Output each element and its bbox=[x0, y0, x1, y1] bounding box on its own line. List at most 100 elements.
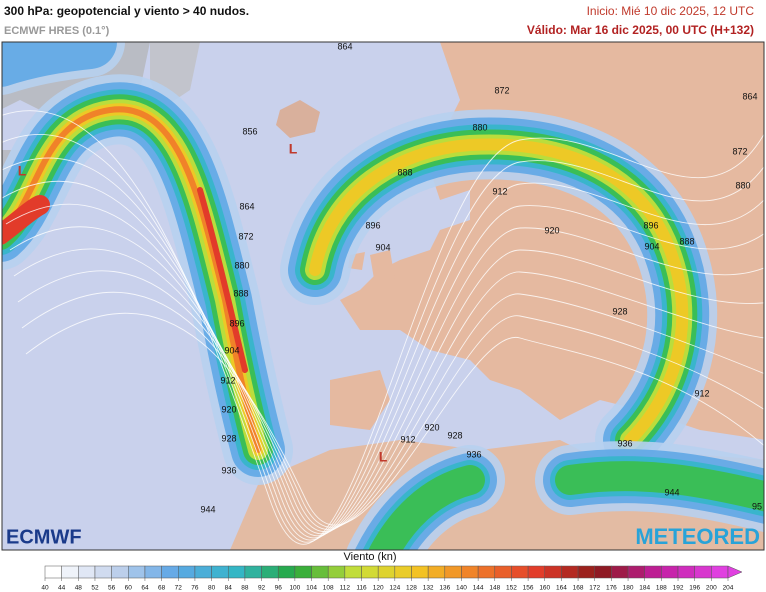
jet-streams bbox=[2, 42, 764, 550]
jet-band bbox=[309, 138, 689, 446]
colorbar-segment bbox=[377, 565, 396, 579]
colorbar-segment bbox=[144, 565, 162, 579]
colorbar-segment bbox=[627, 565, 645, 579]
colorbar-arrow bbox=[727, 565, 743, 579]
contour-label: 920 bbox=[424, 422, 439, 432]
colorbar-tick-label: 144 bbox=[473, 585, 484, 592]
jet-band bbox=[2, 42, 117, 87]
colorbar-tick-label: 44 bbox=[58, 585, 66, 592]
valid-time: Válido: Mar 16 dic 2025, 00 UTC (H+132) bbox=[527, 23, 754, 37]
low-marker: L bbox=[379, 449, 388, 465]
contour-label: 864 bbox=[742, 91, 757, 101]
jet-band bbox=[555, 461, 764, 512]
colorbar-segment bbox=[361, 565, 379, 579]
colorbar-tick-label: 140 bbox=[456, 585, 467, 592]
colorbar-segment bbox=[211, 565, 229, 579]
contour-label: 880 bbox=[735, 180, 750, 190]
contour-label: 864 bbox=[239, 201, 254, 211]
contour-label: 912 bbox=[694, 388, 709, 398]
colorbar-segment bbox=[561, 565, 579, 579]
colorbar-segment bbox=[461, 565, 479, 579]
contours: 864 872 880 856 888 912 864 872 896 904 920 880 888 8… bbox=[2, 42, 764, 545]
colorbar-tick-label: 60 bbox=[125, 585, 133, 592]
contour-label: 856 bbox=[242, 126, 257, 136]
colorbar-segment bbox=[61, 565, 79, 579]
iceland bbox=[276, 100, 320, 138]
contour-label: 920 bbox=[221, 404, 236, 414]
map-area: 864 872 880 856 888 912 864 872 896 904 920 880 888 8… bbox=[2, 42, 764, 550]
jet-band bbox=[2, 106, 261, 453]
colorbar-tick-label: 64 bbox=[141, 585, 149, 592]
colorbar-tick-label: 116 bbox=[356, 585, 367, 592]
colorbar-segment bbox=[544, 565, 562, 579]
colorbar-tick-label: 188 bbox=[656, 585, 667, 592]
colorbar-segment bbox=[294, 565, 312, 579]
colorbar-tick-label: 136 bbox=[439, 585, 450, 592]
contour-label: 928 bbox=[612, 306, 627, 316]
colorbar-segment bbox=[178, 565, 196, 579]
colorbar-segment bbox=[594, 565, 612, 579]
contour-label: 872 bbox=[238, 231, 253, 241]
colorbar-tick-label: 76 bbox=[191, 585, 199, 592]
britain bbox=[370, 250, 395, 285]
contour-label: 880 bbox=[234, 260, 249, 270]
contour-label: 944 bbox=[664, 487, 679, 497]
colorbar-segment bbox=[161, 565, 179, 579]
contour-label: 896 bbox=[643, 220, 658, 230]
map-frame bbox=[1, 41, 765, 551]
contour-line bbox=[2, 133, 764, 543]
contour-line bbox=[2, 110, 764, 545]
contour-label: 912 bbox=[492, 186, 507, 196]
colorbar-segment bbox=[277, 565, 296, 579]
contour-label: 928 bbox=[447, 430, 462, 440]
colorbar-tick-label: 48 bbox=[75, 585, 83, 592]
low-marker: L bbox=[18, 163, 27, 179]
title: 300 hPa: geopotencial y viento > 40 nudo… bbox=[4, 4, 249, 18]
contour-line bbox=[25, 313, 764, 526]
colorbar-segment bbox=[111, 565, 129, 579]
contour-label: 928 bbox=[221, 433, 236, 443]
contour-line bbox=[2, 181, 764, 539]
colorbar-tick-label: 156 bbox=[523, 585, 534, 592]
colorbar-tick-label: 80 bbox=[208, 585, 216, 592]
init-time: Inicio: Mié 10 dic 2025, 12 UTC bbox=[587, 4, 755, 18]
colorbar-tick-label: 148 bbox=[489, 585, 500, 592]
colorbar-tick-label: 72 bbox=[175, 585, 183, 592]
contour-label: 912 bbox=[220, 375, 235, 385]
contour-line bbox=[2, 157, 764, 541]
colorbar-tick-label: 92 bbox=[258, 585, 266, 592]
colorbar-tick-label: 52 bbox=[91, 585, 99, 592]
colorbar-tick-label: 96 bbox=[275, 585, 283, 592]
meteored-logo: METEORED bbox=[635, 524, 760, 549]
colorbar-segment bbox=[344, 565, 362, 579]
ecmwf-logo: ECMWF bbox=[6, 526, 82, 548]
colorbar-tick-label: 84 bbox=[225, 585, 233, 592]
colorbar-segment bbox=[694, 565, 712, 579]
colorbar-tick-label: 124 bbox=[389, 585, 400, 592]
colorbar-segment bbox=[494, 565, 512, 579]
contour-line bbox=[21, 291, 764, 528]
contour-line bbox=[5, 203, 764, 537]
colorbar-segment bbox=[394, 565, 412, 579]
low-marker: L bbox=[289, 141, 298, 157]
colorbar-tick-label: 192 bbox=[673, 585, 684, 592]
colorbar-segment bbox=[261, 565, 279, 579]
contour-label: 896 bbox=[229, 318, 244, 328]
colorbar-tick-label: 120 bbox=[373, 585, 384, 592]
contour-label: 936 bbox=[466, 449, 481, 459]
contour-label: 920 bbox=[544, 225, 559, 235]
colorbar-tick-label: 172 bbox=[589, 585, 600, 592]
colorbar-segment bbox=[644, 565, 662, 579]
model: ECMWF HRES (0.1°) bbox=[4, 25, 110, 37]
colorbar-segment bbox=[527, 565, 546, 579]
colorbar-tick-label: 100 bbox=[289, 585, 300, 592]
colorbar-segment bbox=[677, 565, 695, 579]
iberia bbox=[330, 370, 390, 430]
colorbar-tick-label: 164 bbox=[556, 585, 567, 592]
contour-label: 872 bbox=[494, 85, 509, 95]
colorbar-segment bbox=[94, 565, 112, 579]
colorbar-segment bbox=[411, 565, 429, 579]
jet-core bbox=[197, 187, 248, 373]
